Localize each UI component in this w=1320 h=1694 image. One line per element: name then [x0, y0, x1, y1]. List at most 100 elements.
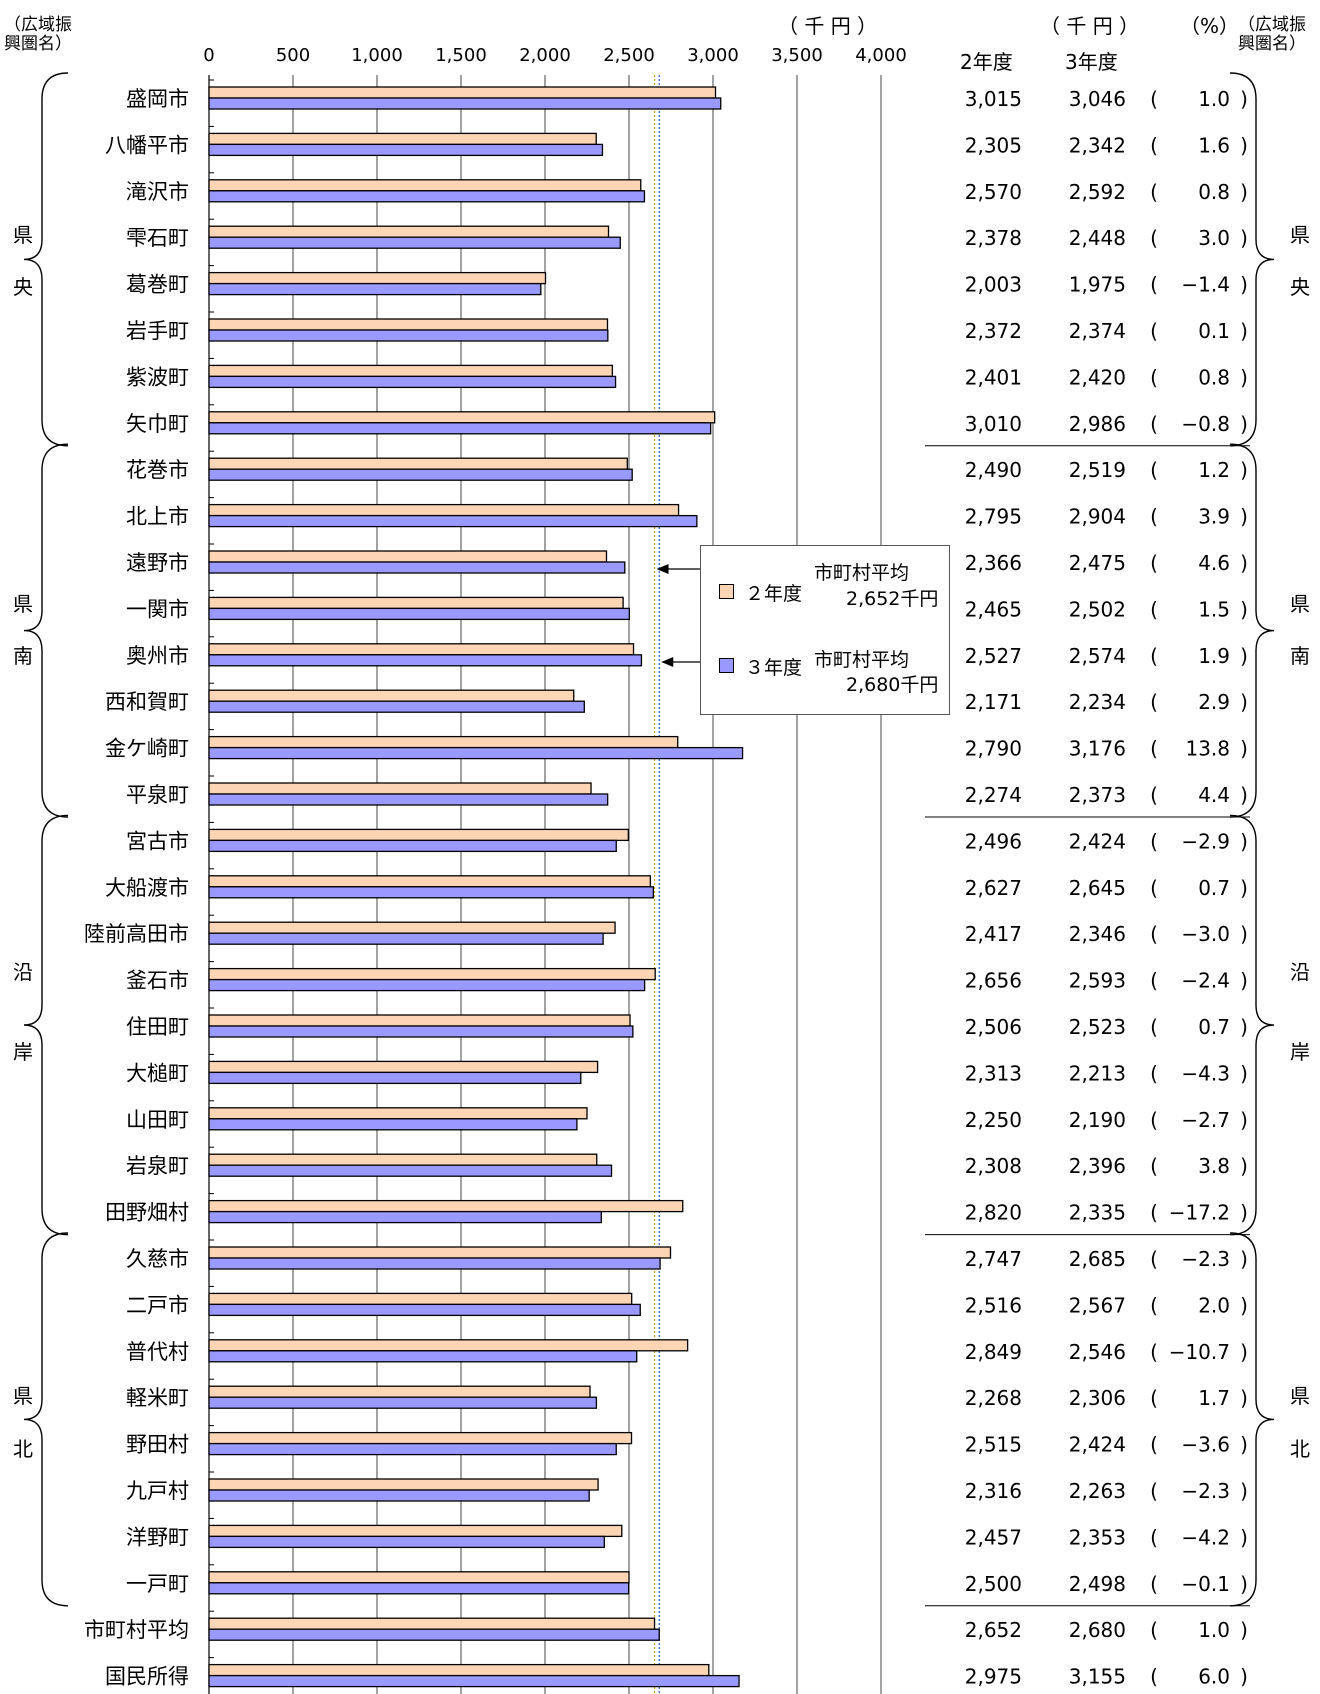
- paren-open: (: [1150, 597, 1158, 621]
- paren-open: (: [1150, 1293, 1158, 1317]
- region-right-2-char-0: 沿: [1290, 960, 1310, 984]
- table-curr-value: 2,396: [1069, 1154, 1126, 1178]
- region-brace-left-0: [23, 72, 69, 447]
- table-pct-value: −1.4: [1181, 273, 1230, 297]
- paren-close: ): [1240, 87, 1248, 111]
- bar-curr: [208, 1582, 630, 1595]
- paren-close: ): [1240, 133, 1248, 157]
- bar-curr: [208, 514, 698, 528]
- paren-open: (: [1150, 922, 1158, 946]
- x-tick-label: 3,000: [687, 45, 739, 66]
- table-prev-value: 2,795: [965, 505, 1022, 529]
- bar-prev: [208, 828, 629, 842]
- table-curr-value: 3,176: [1069, 737, 1126, 761]
- table-pct-value: 13.8: [1185, 737, 1230, 761]
- region-brace-right-2: [1229, 814, 1275, 1236]
- bar-prev: [208, 364, 614, 378]
- bar-curr: [208, 607, 630, 621]
- table-curr-value: 2,374: [1069, 319, 1126, 343]
- table-pct-value: 1.5: [1198, 597, 1230, 621]
- category-label: 花巻市: [126, 458, 189, 482]
- table-pct-value: 1.0: [1198, 1618, 1230, 1642]
- bar-curr: [208, 1396, 598, 1409]
- table-curr-value: 2,213: [1069, 1061, 1126, 1085]
- bar-curr: [208, 978, 646, 992]
- table-curr-value: 2,335: [1069, 1201, 1126, 1225]
- region-right-0-char-0: 県: [1290, 223, 1310, 247]
- paren-close: ): [1240, 1201, 1248, 1225]
- bar-curr: [208, 839, 617, 853]
- paren-open: (: [1150, 319, 1158, 343]
- region-right-1-char-0: 県: [1290, 592, 1310, 616]
- table-curr-value: 2,546: [1069, 1340, 1126, 1364]
- paren-open: (: [1150, 1247, 1158, 1271]
- table-curr-value: 2,502: [1069, 597, 1126, 621]
- paren-open: (: [1150, 1154, 1158, 1178]
- paren-open: (: [1150, 876, 1158, 900]
- region-left-0-char-1: 央: [13, 275, 33, 299]
- paren-close: ): [1240, 551, 1248, 575]
- category-label: 普代村: [126, 1340, 189, 1364]
- bar-prev: [208, 1246, 672, 1259]
- table-prev-value: 2,849: [965, 1340, 1022, 1364]
- paren-open: (: [1150, 458, 1158, 482]
- region-brace-right-1: [1229, 443, 1275, 818]
- table-pct-value: 4.4: [1198, 783, 1230, 807]
- table-curr-value: 2,645: [1069, 876, 1126, 900]
- left-region-header: （広域振 興圏名）: [4, 15, 72, 54]
- region-right-2-char-1: 岸: [1290, 1040, 1310, 1064]
- table-pct-value: −0.1: [1181, 1572, 1230, 1596]
- legend-label-curr: ３年度: [745, 657, 803, 679]
- table-prev-value: 2,506: [965, 1015, 1022, 1039]
- paren-open: (: [1150, 737, 1158, 761]
- table-curr-value: 2,234: [1069, 690, 1126, 714]
- paren-open: (: [1150, 1108, 1158, 1132]
- category-label: 一関市: [126, 597, 189, 621]
- paren-close: ): [1240, 1340, 1248, 1364]
- category-label: 奥州市: [126, 644, 189, 668]
- category-label: 山田町: [126, 1108, 189, 1132]
- table-curr-value: 2,592: [1069, 180, 1126, 204]
- axis-unit-label: （ 千 円 ）: [778, 14, 878, 38]
- paren-open: (: [1150, 1340, 1158, 1364]
- table-curr-value: 2,448: [1069, 226, 1126, 250]
- table-curr-value: 2,986: [1069, 412, 1126, 436]
- table-curr-value: 2,373: [1069, 783, 1126, 807]
- paren-open: (: [1150, 1061, 1158, 1085]
- table-prev-value: 2,171: [965, 690, 1022, 714]
- table-curr-value: 2,190: [1069, 1108, 1126, 1132]
- bar-prev: [208, 179, 642, 192]
- region-brace-left-1: [23, 443, 69, 818]
- bar-prev: [208, 596, 624, 610]
- region-left-3-char-1: 北: [13, 1437, 33, 1461]
- bar-curr: [208, 654, 643, 667]
- paren-close: ): [1240, 458, 1248, 482]
- paren-open: (: [1150, 1015, 1158, 1039]
- bar-curr: [208, 1674, 740, 1688]
- table-pct-value: 0.8: [1198, 365, 1230, 389]
- paren-open: (: [1150, 133, 1158, 157]
- bar-prev: [208, 1385, 591, 1398]
- bar-curr: [208, 143, 604, 157]
- paren-close: ): [1240, 365, 1248, 389]
- table-pct-value: 3.9: [1198, 505, 1230, 529]
- table-prev-value: 2,490: [965, 458, 1022, 482]
- table-pct-value: −4.3: [1181, 1061, 1230, 1085]
- table-pct-value: 1.9: [1198, 644, 1230, 668]
- category-label: 北上市: [126, 505, 189, 529]
- category-label: 市町村平均: [84, 1618, 189, 1642]
- table-curr-value: 2,306: [1069, 1386, 1126, 1410]
- category-label: 大船渡市: [105, 876, 189, 900]
- table-prev-value: 2,308: [965, 1154, 1022, 1178]
- table-curr-value: 2,685: [1069, 1247, 1126, 1271]
- category-label: 宮古市: [126, 829, 189, 853]
- paren-close: ): [1240, 319, 1248, 343]
- table-pct-value: 1.7: [1198, 1386, 1230, 1410]
- legend-avg-value-prev: 2,652千円: [846, 588, 939, 610]
- category-label: 大槌町: [126, 1061, 189, 1085]
- table-curr-value: 2,263: [1069, 1479, 1126, 1503]
- region-left-0-char-0: 県: [13, 223, 33, 247]
- paren-close: ): [1240, 690, 1248, 714]
- bar-curr: [208, 1257, 661, 1270]
- x-tick-label: 4,000: [855, 45, 907, 66]
